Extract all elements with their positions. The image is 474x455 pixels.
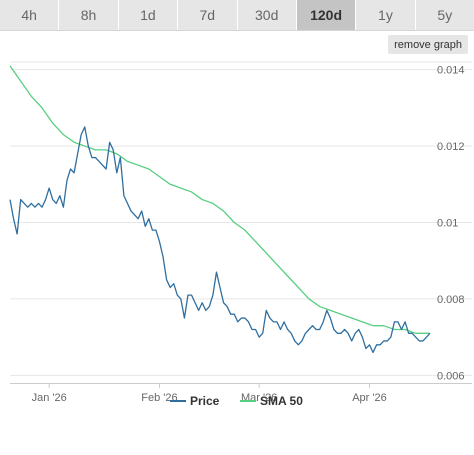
x-tick-label: Apr '26 <box>352 392 387 404</box>
y-tick-label: 0.008 <box>437 294 465 306</box>
series-line-price <box>9 126 431 354</box>
tab-5y[interactable]: 5y <box>437 7 453 23</box>
tab-7d[interactable]: 7d <box>178 0 238 30</box>
x-tick-label: Feb '26 <box>141 392 177 404</box>
series-line-sma-50 <box>9 65 430 334</box>
tab-1d[interactable]: 1d <box>119 0 179 30</box>
timeframe-tabs: 4h 8h 1d 7d 30d 120d 1y 5y <box>0 0 474 31</box>
tab-30d[interactable]: 30d <box>238 0 297 30</box>
y-tick-label: 0.012 <box>437 141 465 153</box>
tab-1y[interactable]: 1y <box>356 0 416 30</box>
tab-120d[interactable]: 120d <box>296 0 357 30</box>
remove-graph-button[interactable]: remove graph <box>388 35 468 54</box>
legend-label-price: Price <box>190 394 220 408</box>
tab-4h[interactable]: 4h <box>0 0 60 30</box>
legend-label-sma-50: SMA 50 <box>260 394 303 408</box>
y-tick-label: 0.006 <box>437 370 465 382</box>
y-tick-label: 0.01 <box>437 218 458 230</box>
y-tick-label: 0.014 <box>437 65 465 77</box>
tab-8h[interactable]: 8h <box>59 0 119 30</box>
x-tick-label: Jan '26 <box>32 392 67 404</box>
